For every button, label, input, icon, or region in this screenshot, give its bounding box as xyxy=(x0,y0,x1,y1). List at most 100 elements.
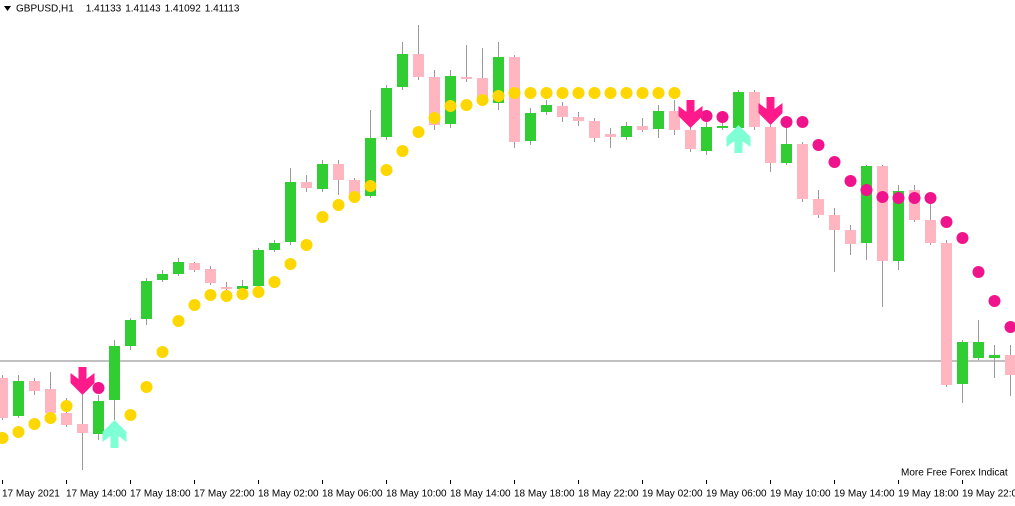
candle-body xyxy=(397,54,408,87)
candle-body xyxy=(429,77,440,125)
candle-body xyxy=(333,164,344,180)
candle-body xyxy=(669,111,680,130)
sar-dot xyxy=(364,180,377,192)
candle-body xyxy=(813,199,824,215)
menu-triangle[interactable] xyxy=(4,6,11,11)
sar-dot xyxy=(396,145,409,157)
sar-dot xyxy=(172,315,185,327)
candle-body xyxy=(29,381,40,391)
candle-body xyxy=(717,126,728,128)
sar-dot xyxy=(0,432,9,444)
candle-body xyxy=(493,57,504,103)
candle-body xyxy=(749,92,760,127)
candle-body xyxy=(893,191,904,261)
sar-dot xyxy=(636,87,649,99)
x-tick-label: 19 May 14:00 xyxy=(834,489,895,500)
candle-body xyxy=(269,243,280,250)
candle-body xyxy=(173,262,184,274)
sar-dot xyxy=(476,94,489,106)
candle-body xyxy=(61,413,72,425)
sar-dot xyxy=(380,164,393,176)
candle-body xyxy=(925,220,936,243)
candle-body xyxy=(301,182,312,188)
sar-dot xyxy=(956,232,969,244)
candle-body xyxy=(973,342,984,358)
candle-body xyxy=(861,166,872,243)
sar-dot xyxy=(668,87,681,99)
x-tick-label: 19 May 22:00 xyxy=(962,489,1015,500)
sar-dot xyxy=(444,100,457,112)
sar-dot xyxy=(556,87,569,99)
candle-body xyxy=(621,126,632,137)
candle-body xyxy=(205,269,216,283)
sar-dot xyxy=(700,110,713,122)
sar-dot xyxy=(300,239,313,251)
sar-dot xyxy=(28,418,41,430)
candle-body xyxy=(701,127,712,151)
x-tick-label: 18 May 02:00 xyxy=(258,489,319,500)
ohlc-value: 1.41113 xyxy=(205,4,240,15)
sar-dot xyxy=(940,216,953,228)
candle-body xyxy=(157,274,168,280)
candle-body xyxy=(653,111,664,129)
candle-body xyxy=(237,286,248,289)
ohlc-value: 1.41143 xyxy=(125,4,161,15)
x-tick-label: 17 May 2021 xyxy=(2,489,60,500)
candle-body xyxy=(365,138,376,196)
candle-body xyxy=(317,164,328,189)
sar-dot xyxy=(572,87,585,99)
sar-dot xyxy=(860,184,873,196)
x-tick-label: 17 May 14:00 xyxy=(66,489,127,500)
candle-body xyxy=(77,424,88,433)
sar-dot xyxy=(780,116,793,128)
sar-dot xyxy=(812,139,825,151)
signal-arrow xyxy=(758,97,783,125)
ohlc-value: 1.41092 xyxy=(165,4,202,15)
sar-dot xyxy=(972,266,985,278)
sar-dot xyxy=(44,412,57,424)
sar-dot xyxy=(220,290,233,302)
candle-body xyxy=(45,389,56,413)
candle-body xyxy=(941,243,952,385)
candle-body xyxy=(989,355,1000,358)
x-tick-label: 18 May 14:00 xyxy=(450,489,511,500)
sar-dot xyxy=(268,276,281,288)
sar-dot xyxy=(492,90,505,102)
candle-body xyxy=(1005,355,1015,375)
sar-dot xyxy=(908,192,921,204)
sar-dot xyxy=(796,116,809,128)
candle-body xyxy=(573,117,584,121)
sar-dot xyxy=(188,299,201,311)
sar-dot xyxy=(348,191,361,203)
candle-body xyxy=(253,250,264,286)
sar-dot xyxy=(284,258,297,270)
x-tick-label: 18 May 10:00 xyxy=(386,489,447,500)
candle-body xyxy=(221,287,232,289)
symbol-label: GBPUSD,H1 xyxy=(16,4,74,15)
sar-dot xyxy=(924,192,937,204)
candle-body xyxy=(109,346,120,400)
candle-body xyxy=(589,121,600,138)
sar-dot xyxy=(60,400,73,412)
candle-body xyxy=(413,54,424,77)
candle-body xyxy=(525,113,536,141)
candle-body xyxy=(349,180,360,197)
candle-body xyxy=(765,127,776,163)
x-tick-label: 19 May 10:00 xyxy=(770,489,831,500)
x-tick-label: 18 May 22:00 xyxy=(578,489,639,500)
candle-body xyxy=(477,78,488,103)
candle-body xyxy=(93,401,104,434)
candle-body xyxy=(685,130,696,149)
sar-dot xyxy=(892,192,905,204)
sar-dot xyxy=(716,111,729,123)
signal-arrow xyxy=(726,125,751,153)
candle-body xyxy=(797,144,808,199)
candle-body xyxy=(909,190,920,220)
signal-arrow xyxy=(678,100,703,128)
sar-dot xyxy=(604,87,617,99)
candle-body xyxy=(0,378,8,418)
candle-body xyxy=(637,126,648,130)
sar-dot xyxy=(652,87,665,99)
signal-arrow xyxy=(70,367,95,395)
